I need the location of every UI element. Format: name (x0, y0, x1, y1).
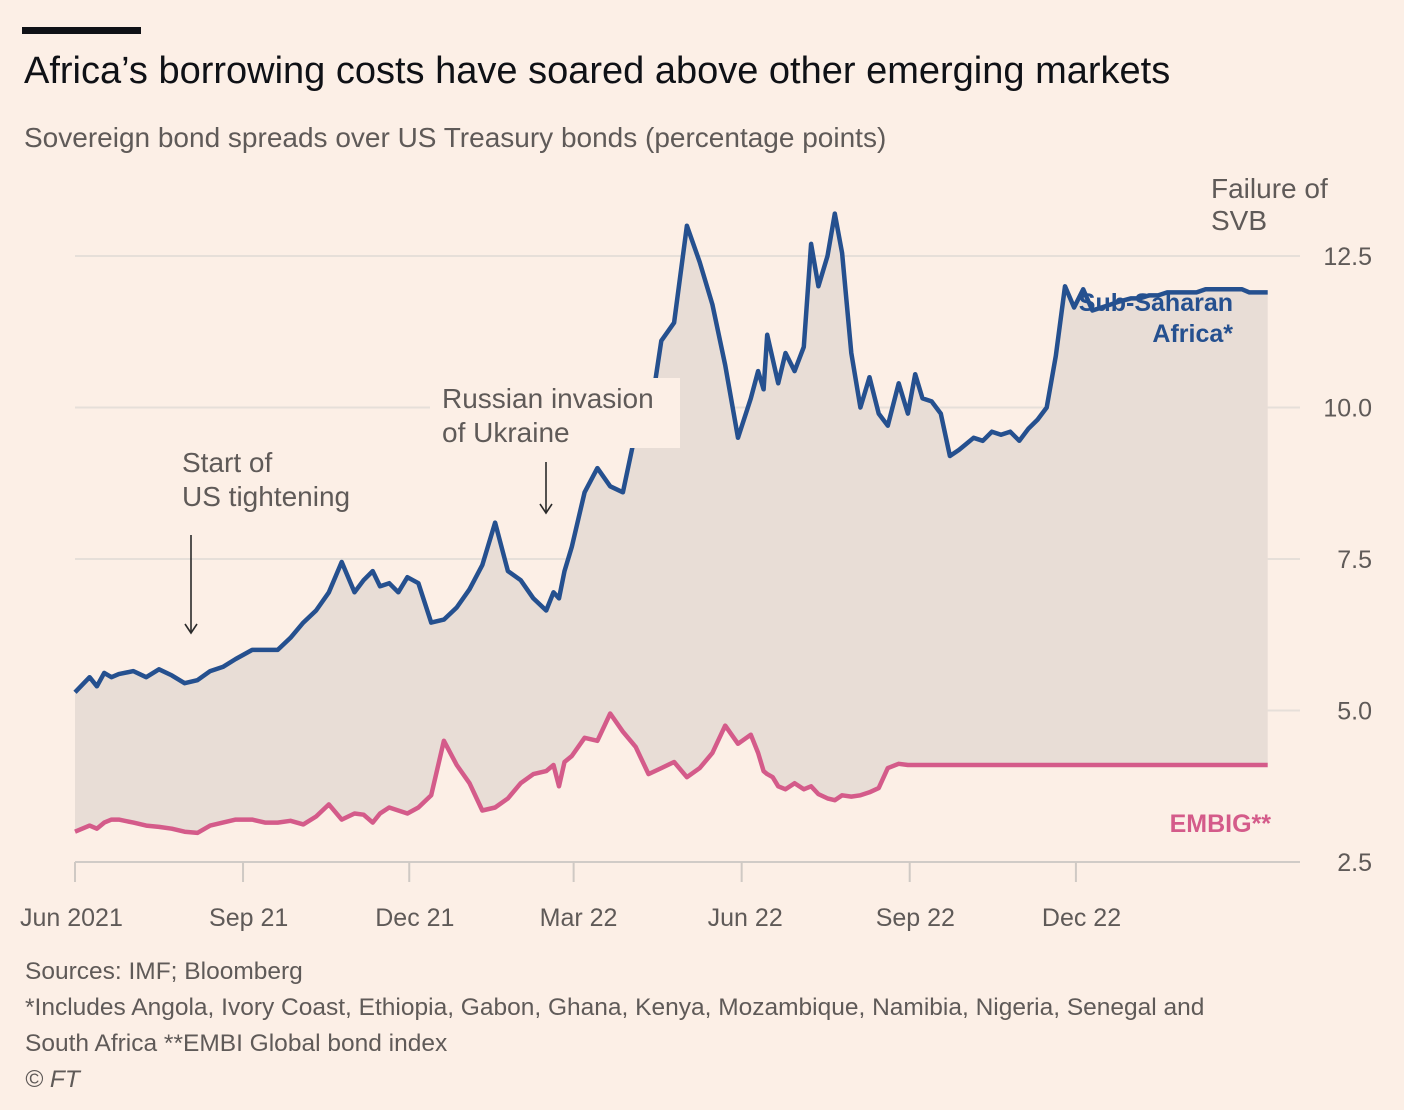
ssa-series-label: Sub-Saharan Africa* (1079, 289, 1233, 348)
chart-subtitle: Sovereign bond spreads over US Treasury … (24, 122, 887, 153)
x-axis: Jun 2021 Sep 21 Dec 21 Mar 22 Jun 22 Sep 22 De… (20, 862, 1121, 932)
embig-series-label: EMBIG** (1170, 810, 1272, 838)
y-tick-label: 5.0 (1337, 698, 1372, 726)
y-tick-label: 7.5 (1337, 546, 1372, 574)
x-tick-label: Sep 22 (876, 904, 955, 932)
embig-series-line (74, 711, 1268, 836)
annotation-svb: Failure of SVB (1211, 173, 1328, 236)
x-tick-label: Jun 22 (708, 904, 783, 932)
y-tick-label: 2.5 (1337, 849, 1372, 877)
footer-note-1: *Includes Angola, Ivory Coast, Ethiopia,… (25, 994, 1205, 1021)
annotation-us-tightening: Start of US tightening (182, 447, 350, 512)
x-tick-label: Mar 22 (540, 904, 618, 932)
ssa-series-line (73, 211, 1268, 694)
x-tick-label: Jun 2021 (20, 904, 123, 932)
annotation-arrowhead (184, 623, 198, 635)
x-tick-label: Dec 21 (375, 904, 454, 932)
annotation-mask (430, 378, 680, 448)
spread-area (75, 213, 1268, 833)
header-rule (22, 27, 141, 34)
footer-sources: Sources: IMF; Bloomberg (25, 958, 303, 985)
y-tick-label: 12.5 (1323, 243, 1372, 271)
footer-note-2: South Africa **EMBI Global bond index (25, 1030, 448, 1057)
y-axis-labels: 2.5 5.0 7.5 10.0 12.5 (1323, 243, 1372, 877)
y-tick-label: 10.0 (1323, 395, 1372, 423)
annotations: Start of US tightening Russian invasion of … (182, 173, 1328, 635)
series-labels: Sub-Saharan Africa* EMBIG** (1079, 289, 1271, 838)
chart-plot: 2.5 5.0 7.5 10.0 12.5 Jun 2021 Sep 21 Dec 21 Ma… (20, 173, 1372, 932)
annotation-arrowhead (539, 503, 553, 515)
x-tick-label: Dec 22 (1042, 904, 1121, 932)
footer-copyright: © FT (25, 1066, 80, 1093)
chart-title: Africa’s borrowing costs have soared abo… (24, 50, 1171, 92)
x-tick-label: Sep 21 (209, 904, 288, 932)
annotation-ukraine: Russian invasion of Ukraine (442, 383, 654, 448)
